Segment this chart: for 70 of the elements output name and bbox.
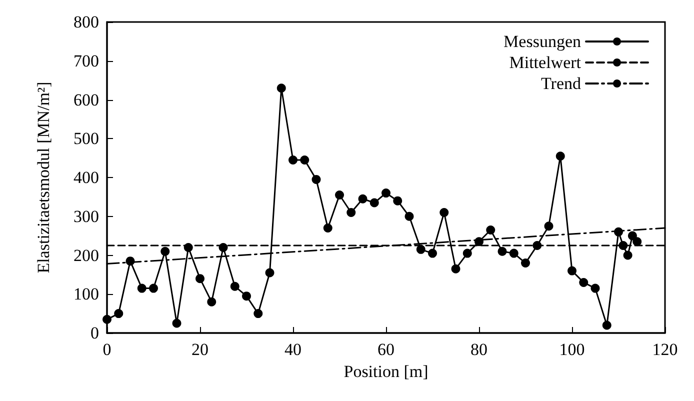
point (335, 190, 344, 200)
point (428, 248, 437, 258)
point (544, 222, 554, 231)
x-tick-label: 80 (470, 340, 488, 359)
point (486, 225, 496, 234)
y-tick-label: 500 (74, 129, 99, 148)
point (382, 188, 390, 198)
x-tick-label: 0 (102, 340, 112, 359)
point (102, 314, 112, 324)
point (590, 284, 600, 293)
point (521, 258, 530, 268)
y-tick-label: 400 (74, 168, 99, 187)
x-tick-label: 120 (652, 340, 678, 359)
point (370, 198, 379, 208)
legend-label: Mittelwert (509, 53, 582, 72)
point (509, 248, 518, 258)
y-tick-label: 700 (74, 51, 99, 70)
point (451, 264, 460, 274)
point (632, 237, 642, 246)
point (628, 231, 637, 240)
point (137, 284, 146, 293)
point (300, 156, 310, 165)
point (532, 241, 542, 250)
y-tick-label: 300 (74, 206, 99, 226)
point (288, 156, 298, 165)
x-tick-label: 100 (559, 340, 585, 359)
point (346, 208, 356, 217)
x-tick-label: 40 (284, 340, 302, 359)
x-tick-label: 60 (378, 340, 394, 359)
point (623, 250, 632, 260)
point (498, 246, 507, 256)
point (358, 194, 368, 204)
x-axis-title: Position [m] (344, 362, 428, 381)
point (126, 256, 135, 266)
y-tick-label: 200 (74, 246, 99, 265)
point (393, 196, 402, 206)
point (230, 282, 240, 291)
point (404, 212, 414, 221)
y-tick-label: 600 (74, 90, 99, 110)
point (614, 227, 623, 236)
point (462, 248, 472, 258)
point (568, 266, 576, 276)
point (556, 152, 565, 161)
point (323, 224, 332, 233)
point (172, 318, 182, 328)
point (579, 278, 588, 287)
point (149, 284, 158, 293)
point (218, 242, 228, 252)
y-tick-label: 100 (74, 284, 99, 304)
point (160, 246, 170, 256)
legend-label: Messungen (504, 32, 582, 51)
y-tick-label: 0 (90, 324, 99, 342)
point (196, 274, 204, 284)
y-tick-label: 800 (74, 12, 99, 32)
point (254, 309, 263, 318)
point (618, 241, 628, 250)
point (276, 84, 286, 93)
point (602, 320, 612, 330)
point (265, 268, 274, 278)
point (184, 242, 193, 252)
point (440, 208, 449, 217)
point (312, 174, 321, 184)
y-axis-title: Elastizitaetsmodul [MN/m²] (34, 82, 53, 274)
legend-label: Trend (541, 74, 582, 93)
point (242, 292, 251, 301)
point (114, 309, 124, 318)
point (207, 297, 216, 306)
x-tick-label: 20 (192, 340, 208, 359)
point (416, 244, 426, 254)
point (474, 237, 484, 246)
